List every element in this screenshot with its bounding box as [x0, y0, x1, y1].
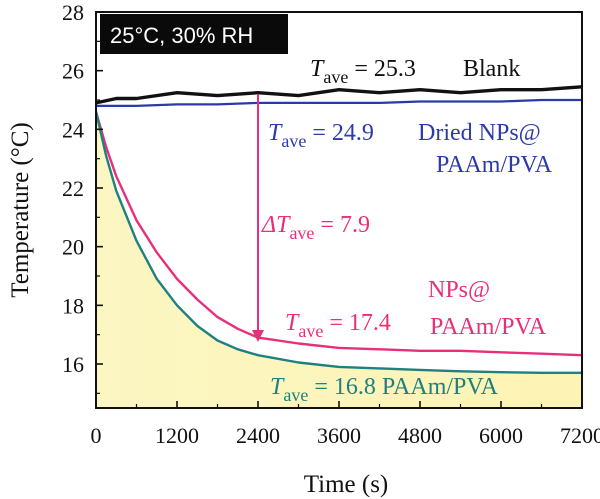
- label-nps-line1: NPs@: [428, 277, 490, 303]
- series-line-blank: [95, 85, 583, 105]
- y-tick-label: 26: [62, 59, 84, 84]
- label-dried-line2: PAAm/PVA: [436, 152, 553, 178]
- annotation-delta-tave: ΔTave = 7.9: [261, 212, 370, 243]
- x-tick-label: 3600: [317, 423, 361, 448]
- y-tick-label: 16: [62, 352, 84, 377]
- label-nps-line2: PAAm/PVA: [430, 314, 547, 340]
- annotation-tave-nps: Tave = 17.4: [285, 310, 391, 341]
- x-tick-label: 7200: [560, 423, 600, 448]
- area-fill-paam-pva: [96, 111, 582, 408]
- series-line-paam-pva: [94, 111, 582, 374]
- label-blank: Blank: [463, 56, 520, 82]
- x-tick-label: 0: [91, 423, 102, 448]
- x-tick-label: 4800: [398, 423, 442, 448]
- y-tick-label: 28: [62, 0, 84, 25]
- y-tick-label: 24: [62, 117, 84, 142]
- x-tick-label: 1200: [155, 423, 199, 448]
- condition-label: 25°C, 30% RH: [110, 23, 253, 48]
- series-line-dried-nps-paam-pva: [96, 98, 582, 107]
- condition-badge: [100, 14, 288, 54]
- y-axis-title: Temperature (°C): [7, 122, 34, 298]
- y-tick-label: 22: [62, 176, 84, 201]
- label-dried-line1: Dried NPs@: [418, 120, 541, 146]
- x-tick-label: 6000: [479, 423, 523, 448]
- series-line-nps-paam-pva: [94, 111, 583, 357]
- annotation-tave-blank: Tave = 25.3: [310, 56, 416, 87]
- y-tick-label: 18: [62, 293, 84, 318]
- x-axis-title: Time (s): [304, 471, 389, 498]
- delta-arrow-head: [252, 330, 264, 342]
- annotation-tave-paam: Tave = 16.8 PAAm/PVA: [270, 374, 499, 405]
- y-tick-label: 20: [62, 235, 84, 260]
- x-tick-label: 2400: [236, 423, 280, 448]
- annotation-tave-dried: Tave = 24.9: [268, 120, 374, 151]
